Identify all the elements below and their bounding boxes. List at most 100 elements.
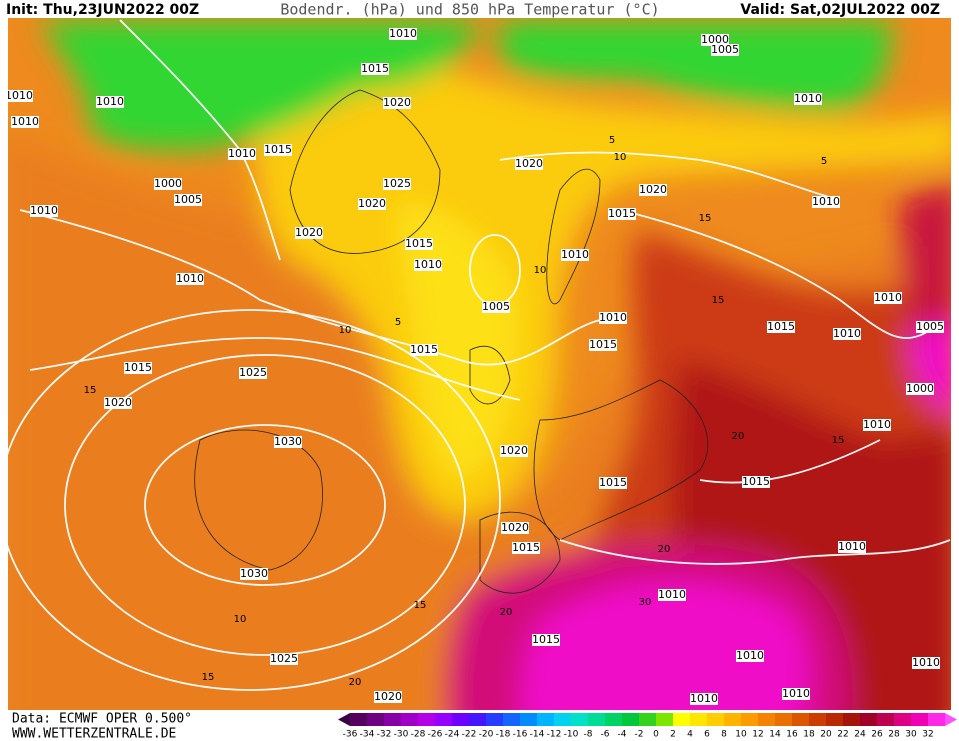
temperature-label: 15 — [712, 295, 725, 306]
colorbar-label: -34 — [360, 730, 375, 740]
colorbar-label: -2 — [635, 730, 644, 740]
colorbar-swatch — [656, 713, 673, 726]
init-time: Init: Thu,23JUN2022 00Z — [6, 2, 199, 18]
temperature-label: 30 — [639, 597, 652, 608]
isobar-label: 1015 — [405, 237, 433, 250]
isobar-label-box — [383, 97, 411, 109]
colorbar-swatch — [350, 713, 367, 726]
isobar-label-box — [264, 144, 292, 156]
colorbar-swatch — [435, 713, 452, 726]
isobar-label: 1005 — [916, 320, 944, 333]
colorbar-label: 26 — [871, 730, 883, 740]
colorbar-label: 22 — [837, 730, 848, 740]
isobar-label-box — [767, 321, 795, 333]
isobar-label-box — [96, 96, 124, 108]
colorbar-swatch — [401, 713, 418, 726]
temperature-label: 10 — [534, 265, 547, 276]
map-title: Bodendr. (hPa) und 850 hPa Temperatur (°… — [280, 1, 659, 19]
colorbar-swatch — [724, 713, 741, 726]
isobar-label: 1015 — [410, 343, 438, 356]
isobar-label: 1015 — [599, 476, 627, 489]
colorbar-label: -26 — [428, 730, 443, 740]
colorbar-swatch — [911, 713, 928, 726]
isobar-label-box — [174, 194, 202, 206]
colorbar-label: -14 — [530, 730, 545, 740]
isobar-label: 1010 — [736, 649, 764, 662]
isobar-label: 1010 — [658, 588, 686, 601]
isobar-label: 1010 — [794, 92, 822, 105]
isobar-label-box — [11, 116, 39, 128]
colorbar-label: 14 — [769, 730, 781, 740]
colorbar-swatch — [605, 713, 622, 726]
isobar-label-box — [240, 568, 268, 580]
colorbar-label: -12 — [547, 730, 562, 740]
isobar-label-box — [874, 292, 902, 304]
colorbar-label: 4 — [687, 730, 693, 740]
isobar-label-box — [104, 397, 132, 409]
isobar-label: 1015 — [532, 633, 560, 646]
isobar-label-box — [500, 445, 528, 457]
isobar-label: 1010 — [30, 204, 58, 217]
isobar-label-box — [270, 653, 298, 665]
colorbar-swatch — [809, 713, 826, 726]
colorbar-label: -16 — [513, 730, 528, 740]
isobar-label-box — [30, 205, 58, 217]
isobar-label-box — [599, 477, 627, 489]
colorbar-label: 18 — [803, 730, 815, 740]
isobar-label-box — [658, 589, 686, 601]
isobar-label: 1010 — [863, 418, 891, 431]
temperature-label: 15 — [699, 213, 712, 224]
temperature-label: 20 — [658, 544, 671, 555]
colorbar-swatch — [639, 713, 656, 726]
colorbar-label: -8 — [584, 730, 593, 740]
colorbar-label: -24 — [445, 730, 460, 740]
colorbar-swatch — [367, 713, 384, 726]
colorbar-swatch — [758, 713, 775, 726]
isobar-label-box — [361, 63, 389, 75]
colorbar-swatch — [860, 713, 877, 726]
isobar-label-box — [8, 90, 33, 102]
isobar-label-box — [374, 691, 402, 703]
valid-time: Valid: Sat,02JUL2022 00Z — [740, 2, 940, 18]
colorbar-label: 12 — [752, 730, 763, 740]
isobar-label: 1010 — [838, 540, 866, 553]
isobar-label-box — [599, 312, 627, 324]
isobar-label: 1020 — [501, 521, 529, 534]
temperature-label: 20 — [500, 607, 513, 618]
isobar-label: 1030 — [240, 567, 268, 580]
colorbar-label: -4 — [618, 730, 627, 740]
isobar-label: 1020 — [358, 197, 386, 210]
colorbar-swatch — [707, 713, 724, 726]
colorbar-label: -32 — [377, 730, 392, 740]
colorbar-swatch — [792, 713, 809, 726]
colorbar-label: -28 — [411, 730, 426, 740]
isobar-label-box — [532, 634, 560, 646]
colorbar-swatch — [452, 713, 469, 726]
isobar-label: 1010 — [414, 258, 442, 271]
isobar-label-box — [690, 693, 718, 705]
isobar-label-box — [794, 93, 822, 105]
colorbar-swatch — [928, 713, 945, 726]
isobar-label-box — [838, 541, 866, 553]
colorbar-arrow — [945, 713, 957, 726]
isobar-label: 1015 — [589, 338, 617, 351]
isobar-label-box — [589, 339, 617, 351]
temperature-label: 5 — [609, 135, 615, 146]
isobar-label: 1020 — [500, 444, 528, 457]
isobar-label: 1010 — [833, 327, 861, 340]
colorbar: -36 -34 -32 -30 -28 -26 -24 -22 -20 -18 -16 -14 -12-… — [338, 713, 957, 740]
colorbar-swatch — [571, 713, 588, 726]
isobar-label: 1020 — [295, 226, 323, 239]
colorbar-label: -22 — [462, 730, 477, 740]
colorbar-label: -6 — [601, 730, 610, 740]
colorbar-swatch — [588, 713, 605, 726]
isobar-label: 1000 — [154, 177, 182, 190]
isobar-label: 1010 — [874, 291, 902, 304]
isobar-label: 1020 — [104, 396, 132, 409]
isobar-label-box — [358, 198, 386, 210]
colorbar-swatch — [418, 713, 435, 726]
isobar-label: 1010 — [389, 27, 417, 40]
temperature-label: 5 — [395, 317, 401, 328]
colorbar-label: 10 — [735, 730, 747, 740]
